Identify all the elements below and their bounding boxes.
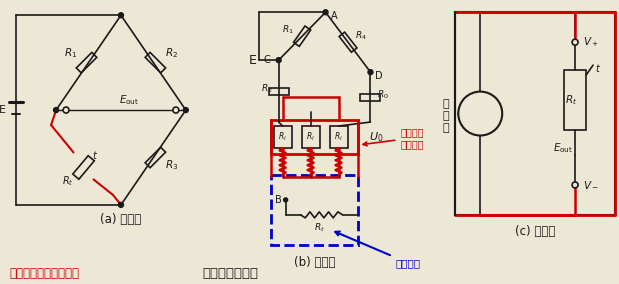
- Text: A: A: [331, 11, 337, 21]
- Text: $V_+$: $V_+$: [583, 35, 599, 49]
- Text: E: E: [249, 54, 257, 67]
- Bar: [456, 12, 615, 215]
- Bar: [145, 147, 166, 168]
- Bar: [76, 53, 97, 73]
- Text: $R_3$: $R_3$: [165, 158, 178, 172]
- Circle shape: [572, 182, 578, 188]
- Bar: [564, 70, 586, 130]
- Text: $V_-$: $V_-$: [583, 180, 599, 190]
- Text: $R_t$: $R_t$: [565, 93, 578, 107]
- Text: (a) 二线制: (a) 二线制: [100, 213, 142, 226]
- Circle shape: [284, 198, 288, 202]
- Text: $t$: $t$: [595, 62, 601, 74]
- Text: (b) 三线制: (b) 三线制: [294, 256, 335, 269]
- Circle shape: [572, 39, 578, 45]
- Circle shape: [173, 107, 179, 113]
- Bar: [339, 32, 357, 52]
- Bar: [269, 87, 288, 95]
- Text: 恒: 恒: [442, 99, 449, 108]
- Text: E: E: [0, 105, 6, 115]
- Text: $I_+$: $I_+$: [479, 97, 491, 110]
- Bar: [329, 126, 347, 148]
- Text: $I_-$: $I_-$: [479, 118, 491, 129]
- Bar: [274, 126, 292, 148]
- Text: C: C: [264, 55, 271, 65]
- Text: $R_l$: $R_l$: [306, 131, 315, 143]
- Text: $E_\mathrm{out}$: $E_\mathrm{out}$: [553, 141, 573, 155]
- Circle shape: [118, 13, 123, 18]
- Text: 源: 源: [442, 122, 449, 133]
- Text: $R_1$: $R_1$: [64, 46, 77, 60]
- Circle shape: [323, 10, 328, 15]
- Text: $R_t$: $R_t$: [62, 175, 74, 188]
- Text: $R_t$: $R_t$: [314, 222, 325, 234]
- Bar: [73, 156, 94, 179]
- Circle shape: [368, 70, 373, 75]
- Text: (c) 四线制: (c) 四线制: [515, 225, 555, 238]
- Bar: [360, 94, 381, 101]
- Text: $R_l$: $R_l$: [279, 131, 287, 143]
- Text: $R_2$: $R_2$: [261, 82, 272, 95]
- Text: 热电阻接线方式: 热电阻接线方式: [203, 267, 259, 280]
- Bar: [301, 126, 319, 148]
- Text: 图中红色线即为外接线: 图中红色线即为外接线: [9, 267, 79, 280]
- Text: $U_0$: $U_0$: [369, 130, 384, 144]
- Text: $R_l$: $R_l$: [334, 131, 343, 143]
- Text: $R_4$: $R_4$: [355, 29, 367, 42]
- Circle shape: [118, 202, 123, 207]
- Text: $E_\mathrm{out}$: $E_\mathrm{out}$: [119, 93, 139, 107]
- Bar: [293, 26, 311, 46]
- Text: $R_0$: $R_0$: [376, 88, 388, 101]
- Bar: [271, 120, 358, 154]
- Circle shape: [63, 107, 69, 113]
- Circle shape: [276, 58, 281, 63]
- Circle shape: [54, 108, 59, 112]
- Text: $t$: $t$: [92, 149, 98, 162]
- Bar: [271, 175, 358, 245]
- Text: $R_1$: $R_1$: [282, 23, 294, 36]
- Circle shape: [458, 92, 502, 135]
- Text: $R_2$: $R_2$: [165, 46, 178, 60]
- Text: 热电阻体: 热电阻体: [335, 231, 420, 268]
- Text: D: D: [376, 71, 383, 81]
- Text: B: B: [275, 195, 282, 205]
- Text: 流: 流: [442, 110, 449, 120]
- Bar: [145, 53, 166, 73]
- Text: 表示外接
导线电阻: 表示外接 导线电阻: [363, 127, 424, 149]
- Circle shape: [183, 108, 188, 112]
